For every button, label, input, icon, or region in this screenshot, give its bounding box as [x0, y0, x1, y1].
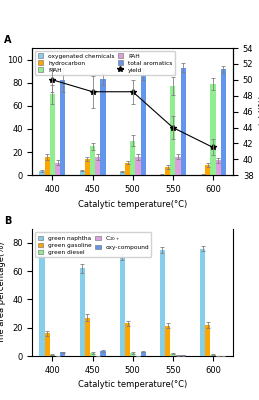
Bar	[50, 354, 55, 356]
Bar	[80, 268, 85, 356]
Bar	[216, 160, 221, 175]
Bar	[39, 244, 45, 356]
Bar	[181, 68, 186, 175]
X-axis label: Catalytic temperature(°C): Catalytic temperature(°C)	[78, 200, 187, 208]
Bar	[120, 172, 125, 175]
Bar	[176, 157, 181, 175]
Bar	[221, 70, 226, 175]
Bar	[135, 157, 141, 175]
Bar	[60, 352, 66, 356]
Bar	[120, 257, 125, 356]
Bar	[85, 159, 90, 175]
Bar	[95, 157, 100, 175]
Bar	[176, 355, 181, 356]
Bar	[160, 250, 165, 356]
Bar	[50, 94, 55, 175]
Bar	[130, 353, 135, 356]
Bar	[210, 354, 216, 356]
Bar	[80, 171, 85, 175]
Bar	[181, 355, 186, 356]
Bar	[55, 162, 60, 175]
yield	[91, 89, 94, 94]
Bar	[165, 326, 170, 356]
Y-axis label: The area percentage(%): The area percentage(%)	[0, 241, 6, 344]
Bar	[90, 146, 95, 175]
Bar	[170, 86, 176, 175]
Bar	[125, 162, 130, 175]
Bar	[100, 351, 106, 356]
Line: yield: yield	[50, 77, 216, 150]
Bar	[60, 80, 66, 175]
Bar	[100, 79, 106, 175]
Text: A: A	[4, 36, 12, 46]
Legend: oxygenated chemicals, hydrocarbon, MAH, PAH, total aromatics, yield: oxygenated chemicals, hydrocarbon, MAH, …	[35, 51, 175, 75]
Bar	[170, 354, 176, 356]
yield	[171, 125, 175, 130]
yield	[212, 145, 215, 150]
Bar	[165, 167, 170, 175]
Bar	[210, 84, 216, 175]
Bar	[45, 157, 50, 175]
Text: B: B	[4, 216, 12, 226]
Bar	[141, 75, 146, 175]
Bar	[205, 325, 210, 356]
Bar	[85, 318, 90, 356]
yield	[51, 78, 54, 82]
yield	[131, 89, 134, 94]
Legend: green naphtha, green gasoline, green diesel, C$_{20+}$, oxy-compound: green naphtha, green gasoline, green die…	[35, 232, 151, 257]
Bar	[125, 324, 130, 356]
Bar	[205, 165, 210, 175]
Bar	[130, 140, 135, 175]
Bar	[200, 248, 205, 356]
Bar	[90, 353, 95, 356]
Bar	[45, 333, 50, 356]
X-axis label: Catalytic temperature(°C): Catalytic temperature(°C)	[78, 380, 187, 389]
Y-axis label: The area percentage (%): The area percentage (%)	[0, 59, 1, 164]
Bar	[39, 171, 45, 175]
Bar	[141, 352, 146, 356]
